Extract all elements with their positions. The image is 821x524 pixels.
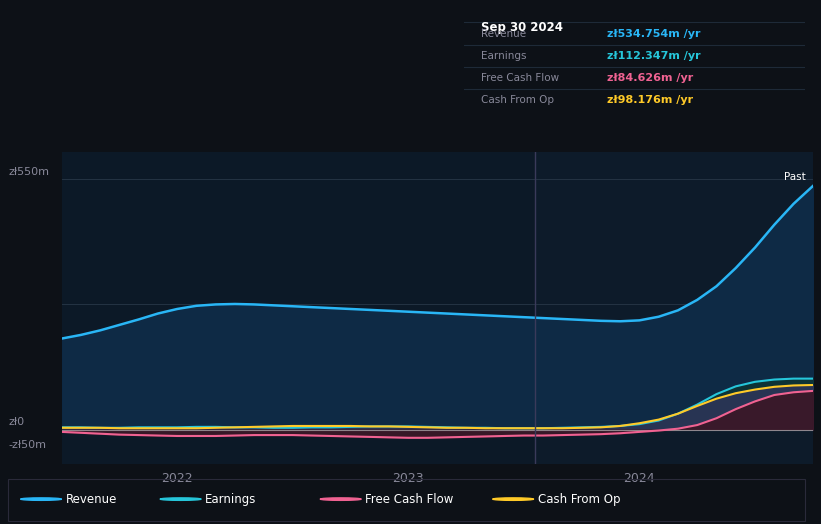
Text: Past: Past: [784, 172, 806, 182]
Text: zł112.347m /yr: zł112.347m /yr: [607, 51, 700, 61]
Text: Free Cash Flow: Free Cash Flow: [481, 73, 559, 83]
Bar: [8, 479, 805, 521]
Text: zł98.176m /yr: zł98.176m /yr: [607, 95, 693, 105]
Circle shape: [320, 498, 361, 500]
Text: zł84.626m /yr: zł84.626m /yr: [607, 73, 693, 83]
Text: zł534.754m /yr: zł534.754m /yr: [607, 29, 700, 39]
Circle shape: [493, 498, 534, 500]
Text: Earnings: Earnings: [205, 493, 257, 506]
Text: Free Cash Flow: Free Cash Flow: [365, 493, 454, 506]
Circle shape: [21, 498, 62, 500]
Text: Revenue: Revenue: [66, 493, 117, 506]
Text: Sep 30 2024: Sep 30 2024: [481, 21, 563, 34]
Bar: [62, 152, 535, 464]
Text: -zł50m: -zł50m: [8, 440, 46, 450]
Text: zł0: zł0: [8, 417, 25, 427]
Text: Cash From Op: Cash From Op: [538, 493, 620, 506]
Text: Earnings: Earnings: [481, 51, 526, 61]
Text: Revenue: Revenue: [481, 29, 526, 39]
Circle shape: [160, 498, 201, 500]
Text: zł550m: zł550m: [8, 167, 49, 177]
Text: Cash From Op: Cash From Op: [481, 95, 554, 105]
